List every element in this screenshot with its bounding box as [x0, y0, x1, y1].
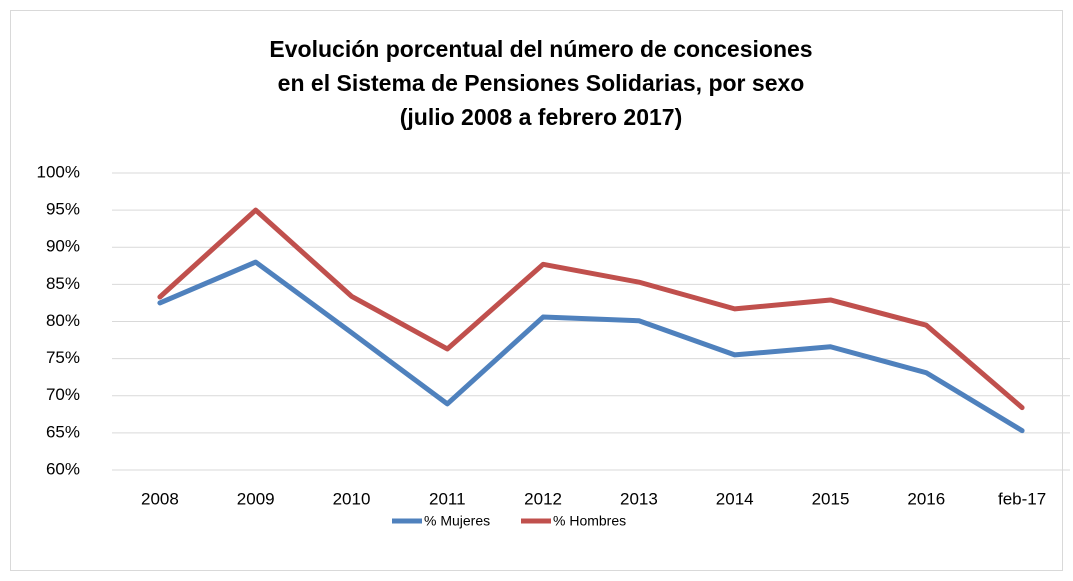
y-tick-label: 65%	[46, 422, 80, 441]
x-tick-label: 2016	[907, 489, 945, 508]
y-tick-label: 95%	[46, 200, 80, 219]
chart-title: en el Sistema de Pensiones Solidarias, p…	[278, 70, 805, 96]
x-tick-label: 2010	[333, 489, 371, 508]
x-tick-label: 2015	[812, 489, 850, 508]
x-tick-label: 2011	[429, 489, 466, 508]
x-tick-label: 2014	[716, 489, 754, 508]
x-tick-label: 2013	[620, 489, 658, 508]
x-tick-label: 2009	[237, 489, 275, 508]
y-tick-label: 100%	[37, 162, 80, 181]
y-tick-label: 60%	[46, 459, 80, 478]
line-series	[157, 259, 1025, 434]
y-tick-label: 70%	[46, 385, 80, 404]
chart-title: Evolución porcentual del número de conce…	[269, 36, 812, 62]
x-tick-label: 2008	[141, 489, 179, 508]
y-tick-label: 85%	[46, 274, 80, 293]
x-tick-label: 2012	[524, 489, 562, 508]
legend-label: % Hombres	[553, 513, 626, 529]
x-tick-label: feb-17	[998, 489, 1046, 508]
y-tick-label: 90%	[46, 237, 80, 256]
legend-label: % Mujeres	[424, 513, 490, 529]
chart-title: (julio 2008 a febrero 2017)	[400, 104, 683, 130]
y-tick-label: 80%	[46, 311, 80, 330]
line-series	[157, 207, 1025, 411]
y-tick-label: 75%	[46, 348, 80, 367]
